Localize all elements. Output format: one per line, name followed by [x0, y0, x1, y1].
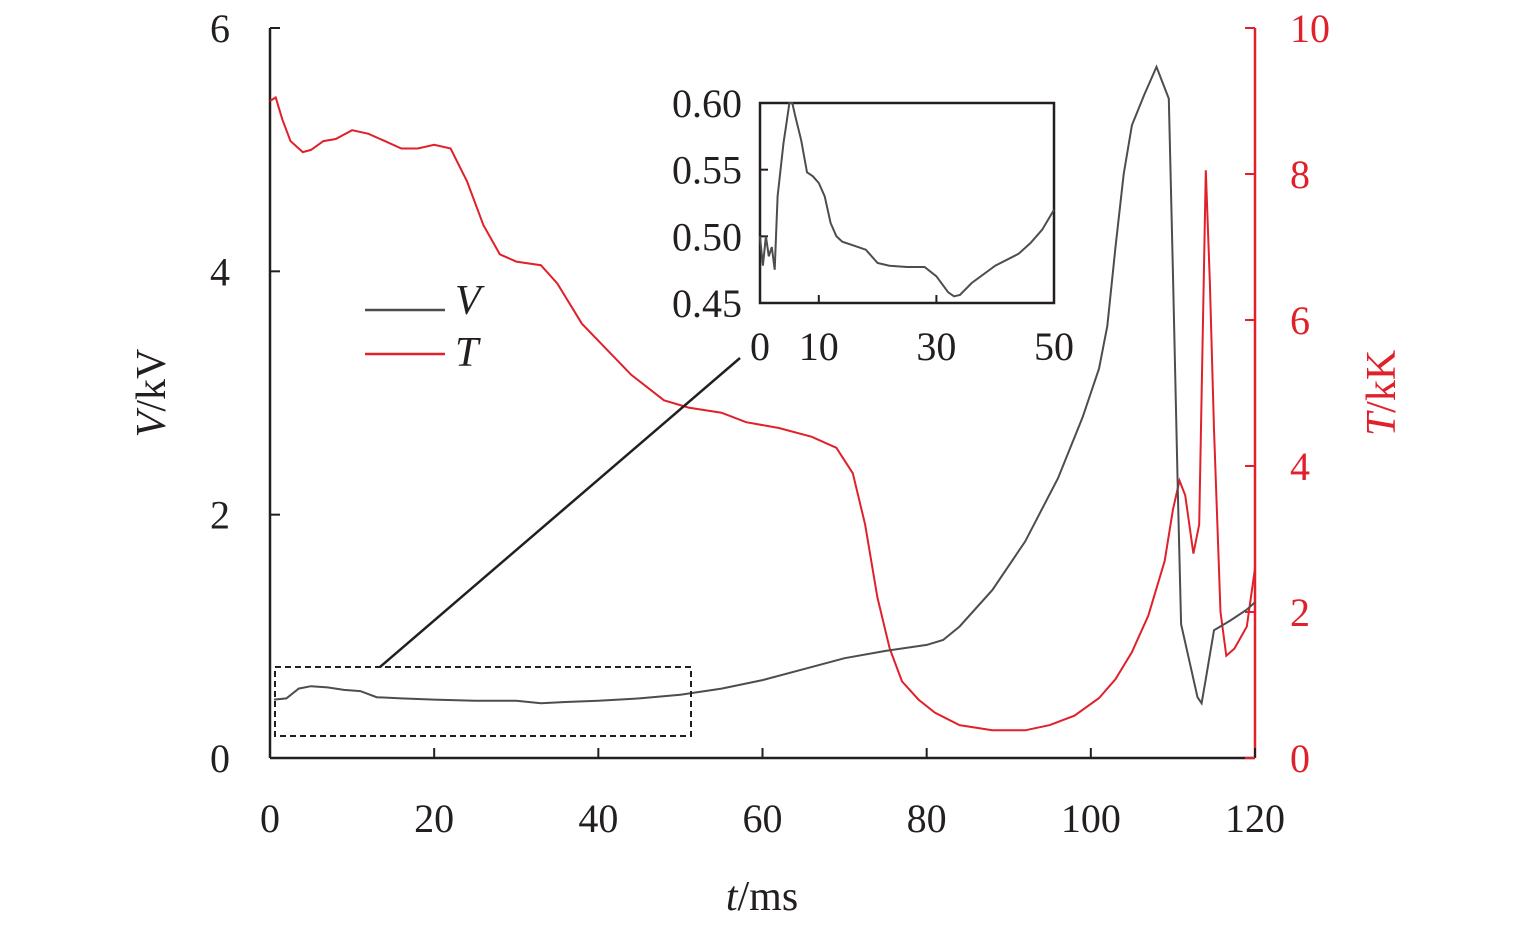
right-y-axis-ticks: 0 2 4 6 8 10: [1245, 6, 1330, 781]
x-tick-label: 0: [260, 796, 280, 841]
left-y-tick-label: 4: [210, 249, 230, 294]
right-y-tick-label: 6: [1290, 298, 1310, 343]
series-line-V: [274, 64, 1256, 706]
inset-x-tick-label: 10: [799, 324, 839, 369]
left-y-axis-title: V/kV: [129, 349, 175, 438]
inset-y-tick-label: 0.60: [672, 81, 742, 126]
left-y-axis-ticks: 0 2 4 6: [210, 6, 280, 781]
x-tick-label: 80: [907, 796, 947, 841]
x-tick-label: 100: [1061, 796, 1121, 841]
left-y-tick-label: 6: [210, 6, 230, 51]
x-axis-title: t/ms: [726, 874, 798, 920]
x-tick-label: 40: [578, 796, 618, 841]
inset-y-tick-label: 0.55: [672, 148, 742, 193]
right-y-tick-label: 8: [1290, 152, 1310, 197]
inset-x-tick-label: 0: [750, 324, 770, 369]
inset-x-tick-label: 30: [916, 324, 956, 369]
inset-y-tick-label: 0.50: [672, 214, 742, 259]
left-y-tick-label: 0: [210, 736, 230, 781]
x-tick-label: 60: [743, 796, 783, 841]
right-y-tick-label: 2: [1290, 590, 1310, 635]
inset-y-axis-ticks: 0.60 0.55 0.50 0.45: [672, 81, 768, 326]
legend-label-V: V: [455, 278, 485, 324]
right-y-tick-label: 4: [1290, 444, 1310, 489]
x-tick-label: 20: [414, 796, 454, 841]
right-y-tick-label: 10: [1290, 6, 1330, 51]
legend-label-T: T: [455, 330, 481, 376]
legend: V T: [365, 278, 485, 376]
zoom-region-box: [274, 666, 692, 737]
inset-x-tick-label: 50: [1034, 324, 1074, 369]
inset-frame: [758, 101, 1056, 305]
series-line-T: [269, 95, 1256, 732]
left-y-tick-label: 2: [210, 493, 230, 538]
x-tick-label: 120: [1225, 796, 1285, 841]
x-axis-ticks: 0 20 40 60 80 100 120: [260, 748, 1285, 841]
inset-x-axis-ticks: 0 10 30 50: [750, 295, 1074, 369]
inset-series-line-V: [759, 102, 1055, 298]
zoom-leader-line: [379, 357, 741, 668]
inset-y-tick-label: 0.45: [672, 281, 742, 326]
right-y-tick-label: 0: [1290, 736, 1310, 781]
right-y-axis-title: T/kK: [1359, 350, 1405, 436]
